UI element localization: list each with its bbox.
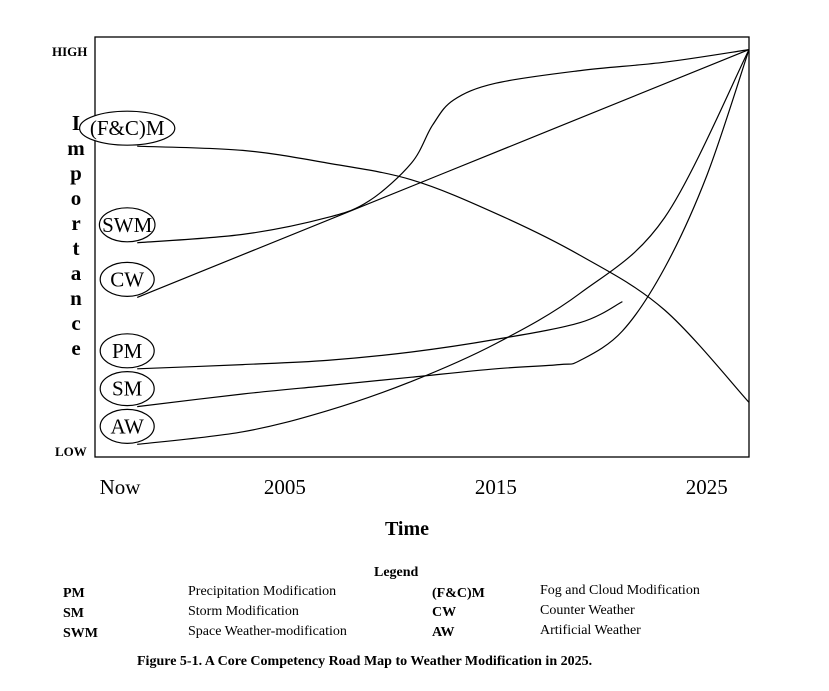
series-label-text: AW — [111, 414, 144, 438]
plot-frame — [94, 36, 750, 458]
y-axis-title-letter: m — [67, 136, 85, 160]
series-label-ellipse — [99, 333, 155, 369]
series-line-swm — [137, 49, 750, 244]
series-line-sm — [137, 49, 750, 408]
series-line-pm — [137, 301, 623, 370]
y-axis-title-letter: t — [73, 236, 80, 260]
series-line-aw — [137, 49, 750, 445]
figure-caption: Figure 5-1. A Core Competency Road Map t… — [137, 654, 593, 669]
y-axis-title-letter: a — [71, 261, 82, 285]
legend-name-fcm: Fog and Cloud Modification — [540, 583, 700, 598]
y-axis-title-letter: I — [72, 111, 80, 135]
y-min-label: LOW — [55, 444, 87, 459]
series-label-ellipse — [78, 110, 176, 146]
series-label-ellipse — [99, 371, 155, 407]
legend-name-sm: Storm Modification — [188, 604, 299, 619]
series-label-aw: AW — [99, 408, 155, 444]
series-label-swm: SWM — [98, 207, 156, 243]
y-axis-title-letter: e — [71, 336, 80, 360]
x-tick-label: Now — [100, 475, 142, 499]
series-label-text: PM — [112, 339, 143, 363]
y-axis-title-letter: o — [71, 186, 82, 210]
x-tick-label: 2025 — [686, 475, 728, 499]
series-label-text: SM — [112, 377, 143, 401]
series-label-ellipse — [99, 261, 155, 297]
series-line-cw — [136, 49, 750, 298]
legend-abbr-fcm: (F&C)M — [432, 586, 485, 601]
series-label-text: CW — [110, 267, 144, 291]
legend-abbr-sm: SM — [63, 606, 84, 621]
series-layer — [136, 49, 750, 445]
y-max-label: HIGH — [52, 44, 87, 59]
y-axis-title-letter: p — [70, 161, 82, 185]
series-label-text: SWM — [102, 213, 153, 237]
x-tick-label: 2015 — [475, 475, 517, 499]
chart: (F&C)M SWM CW PM SM AW Now 2005 2015 2025 Importa… — [52, 36, 750, 540]
series-label-cw: CW — [99, 261, 155, 297]
series-label-text: (F&C)M — [90, 116, 165, 140]
label-layer: (F&C)M SWM CW PM SM AW — [78, 110, 176, 444]
series-label-ellipse — [99, 408, 155, 444]
y-axis-title-letter: n — [70, 286, 82, 310]
legend-abbr-swm: SWM — [63, 626, 98, 641]
series-label-sm: SM — [99, 371, 155, 407]
legend-abbr-cw: CW — [432, 605, 457, 620]
legend-name-swm: Space Weather-modification — [188, 624, 347, 639]
x-tick-label: 2005 — [264, 475, 306, 499]
y-axis-title-letter: c — [71, 311, 80, 335]
legend-title: Legend — [374, 565, 419, 580]
legend-name-cw: Counter Weather — [540, 603, 635, 618]
series-label-f-c-m: (F&C)M — [78, 110, 176, 146]
legend-abbr-pm: PM — [63, 586, 85, 601]
legend-name-aw: Artificial Weather — [540, 623, 641, 638]
series-label-ellipse — [98, 207, 156, 243]
legend-name-pm: Precipitation Modification — [188, 584, 337, 599]
series-line-f-c-m — [137, 145, 750, 403]
x-axis-title: Time — [385, 518, 429, 540]
legend-abbr-aw: AW — [432, 625, 455, 640]
series-label-pm: PM — [99, 333, 155, 369]
y-axis-title-letter: r — [71, 211, 80, 235]
